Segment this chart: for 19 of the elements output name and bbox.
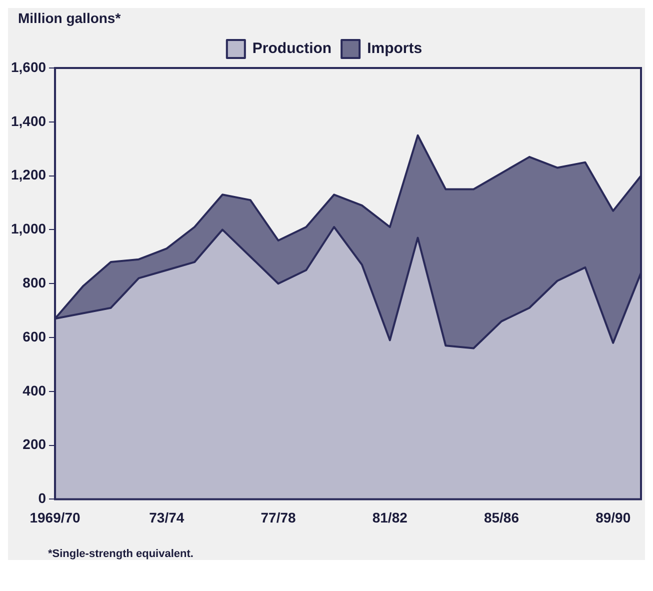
y-tick-label: 1,400 [10, 112, 46, 129]
x-tick-label: 1969/70 [30, 509, 81, 526]
legend-label: Production [252, 40, 332, 58]
y-tick-label: 0 [38, 490, 46, 506]
x-tick-label: 73/74 [149, 509, 184, 526]
y-axis-title: Million gallons* [17, 9, 122, 28]
y-tick-label: 800 [22, 274, 46, 290]
y-tick-label: 200 [22, 436, 46, 452]
x-tick-label: 81/82 [372, 509, 408, 526]
y-tick-label: 1,000 [10, 220, 46, 237]
y-tick-label: 1,200 [10, 166, 46, 183]
y-tick-label: 400 [22, 382, 46, 398]
y-tick-label: 1,600 [10, 58, 46, 75]
x-tick-label: 89/90 [596, 509, 631, 526]
x-tick-label: 85/86 [484, 509, 520, 526]
legend-label: Imports [367, 40, 422, 58]
y-tick-label: 600 [22, 328, 46, 344]
text: *Single-strength equivalent. [47, 547, 194, 560]
x-tick-label: 77/78 [260, 509, 296, 526]
